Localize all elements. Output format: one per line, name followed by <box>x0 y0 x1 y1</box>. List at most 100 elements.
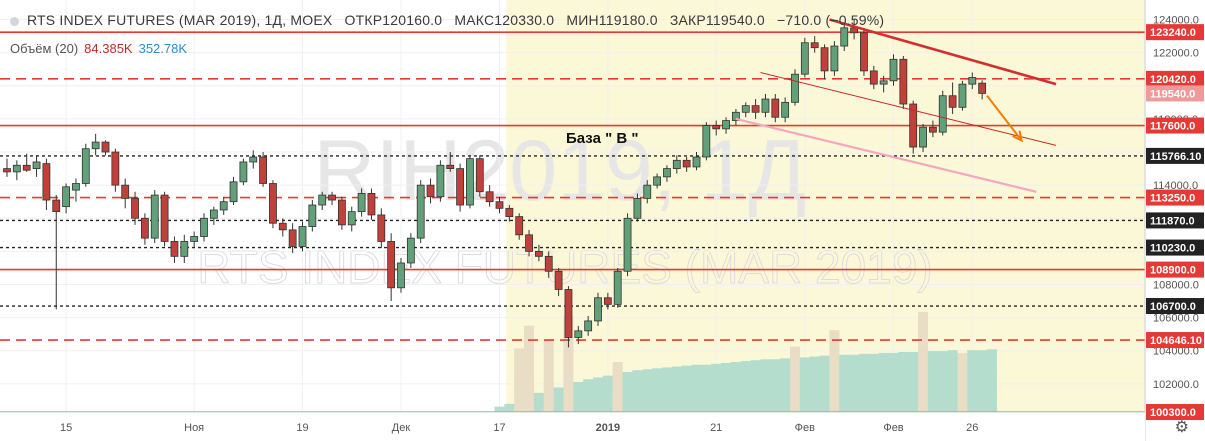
candle-body <box>308 204 317 227</box>
volume-bar <box>770 359 781 412</box>
time-axis-bg <box>0 412 1145 441</box>
candle-body <box>584 320 593 332</box>
candle-body <box>761 98 770 113</box>
level-price-label: 117600.0 <box>1150 121 1195 133</box>
candle-body <box>357 193 366 213</box>
candle-body <box>525 234 533 252</box>
volume-bar <box>829 330 840 412</box>
volume-bar <box>819 355 830 412</box>
candle-body <box>200 217 208 237</box>
volume-bar <box>799 357 810 412</box>
level-price-label: 113250.0 <box>1150 193 1195 205</box>
candle-body <box>653 176 661 186</box>
candle-body <box>643 184 652 199</box>
symbol-title: RTS INDEX FUTURES (MAR 2019), 1Д, MOEX <box>27 12 333 28</box>
candle-body <box>446 164 455 169</box>
time-axis[interactable]: 15 Ноя 19 Дек 17 2019 21 Фев Фев 26 <box>0 411 1145 441</box>
volume-bar <box>839 354 850 412</box>
level-price-label-box <box>1146 24 1204 41</box>
price-tick-label: 106000.0 <box>1153 313 1199 325</box>
volume-bar <box>701 364 712 412</box>
level-price-label-box <box>1146 239 1204 256</box>
volume-bar <box>957 352 968 412</box>
watermark-main: RIH2019, 1Д <box>313 123 806 219</box>
candle-body <box>613 270 622 305</box>
last-price-label-box <box>1146 85 1204 102</box>
volume-bar <box>977 350 988 412</box>
candle-body <box>938 95 947 133</box>
candle-body <box>111 151 120 186</box>
level-price-label: 120420.0 <box>1150 74 1196 86</box>
candle-body <box>623 217 632 272</box>
trendline-thin <box>760 72 1057 146</box>
candle-body <box>909 103 918 148</box>
candle-body <box>387 241 396 289</box>
volume-bar <box>602 375 613 412</box>
candle-body <box>682 159 691 168</box>
price-tick-label: 124000.0 <box>1153 15 1199 27</box>
arrow-shaft <box>986 95 1023 142</box>
volume-bar <box>858 353 869 412</box>
trendlines[interactable] <box>735 18 1057 193</box>
price-tick-label: 114000.0 <box>1153 180 1198 192</box>
candle-body <box>288 229 297 247</box>
volume-bar <box>494 406 505 412</box>
candle-body <box>259 156 268 184</box>
candle-body <box>249 156 258 163</box>
volume-bar <box>691 364 702 412</box>
candle-body <box>72 183 80 191</box>
candle-body <box>278 222 287 231</box>
candle-body <box>840 27 849 47</box>
status-dot-icon <box>10 16 19 26</box>
volume-bar <box>573 382 584 412</box>
level-price-label-box <box>1146 212 1204 229</box>
candle-body <box>515 216 524 236</box>
volume-bar <box>750 360 761 412</box>
candle-body <box>416 184 425 239</box>
candle-body <box>722 120 730 130</box>
volume-bar <box>987 349 997 412</box>
volume-bar <box>740 361 751 412</box>
candle-body <box>347 211 356 226</box>
watermark-sub: RTS INDEX FUTURES (MAR 2019) <box>197 241 932 293</box>
candle-body <box>426 184 435 198</box>
candle-body <box>771 98 780 118</box>
gear-icon[interactable]: ⚙ <box>1174 419 1189 436</box>
candle-body <box>692 156 701 168</box>
candle-body <box>12 164 21 173</box>
volume-value-2: 352.78K <box>138 41 188 56</box>
candle-body <box>860 32 868 72</box>
candle-body <box>820 47 829 72</box>
candle-body <box>869 70 878 85</box>
volume-bar <box>533 392 544 412</box>
time-tick-label: 26 <box>966 422 978 434</box>
volume-value-1: 84.385K <box>84 41 133 56</box>
candle-body <box>702 125 711 158</box>
volume-bar <box>849 354 860 412</box>
time-tick-label: Фев <box>883 422 903 434</box>
candle-body <box>663 168 671 178</box>
candle-body <box>751 105 760 113</box>
level-price-label: 104646.10 <box>1150 335 1202 347</box>
candle-body <box>131 197 139 219</box>
candle-body <box>810 42 819 49</box>
volume-bar <box>612 362 623 412</box>
candle-body <box>495 201 504 209</box>
volume-legend[interactable]: Объём (20) 84.385K 352.78K <box>10 41 187 56</box>
last-price-label: 119540.0 <box>1150 88 1195 100</box>
level-price-label-box <box>1146 117 1204 134</box>
candle-body <box>229 181 238 203</box>
candle-body <box>318 194 327 206</box>
volume-bar <box>652 368 663 412</box>
volume-bar <box>583 379 594 412</box>
volume-bar <box>661 367 672 412</box>
volume-bar <box>711 363 722 412</box>
candle-body <box>62 186 70 208</box>
candle-body <box>42 163 51 201</box>
price-axis[interactable]: 102000.0104000.0106000.0108000.0110000.0… <box>1144 0 1205 441</box>
candle-body <box>889 58 898 82</box>
time-tick-label: 17 <box>493 422 505 434</box>
level-price-label: 106700.0 <box>1150 301 1196 313</box>
time-tick-label: Фев <box>795 422 815 434</box>
